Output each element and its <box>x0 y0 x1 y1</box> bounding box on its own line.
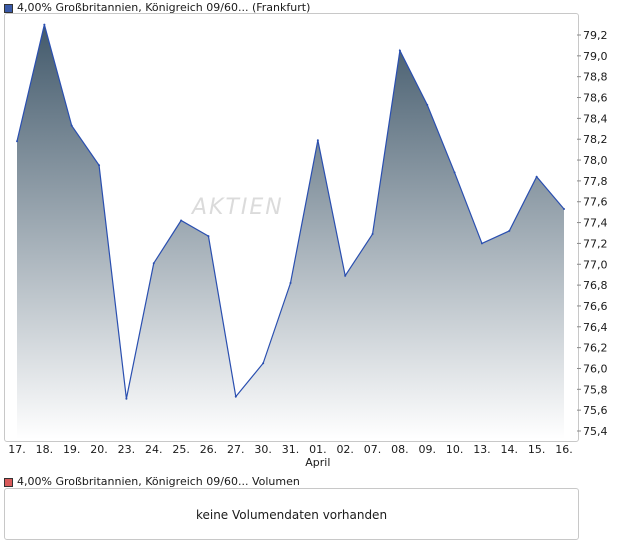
price-point <box>344 274 347 277</box>
x-tick-label: 31. <box>282 443 300 456</box>
y-tick-label: 76,2 <box>583 342 608 355</box>
y-tick-label: 76,8 <box>583 279 608 292</box>
x-tick-label: 07. <box>364 443 382 456</box>
price-point <box>234 395 237 398</box>
price-point <box>371 233 374 236</box>
x-tick-label: 15. <box>528 443 546 456</box>
x-tick-label: 24. <box>145 443 163 456</box>
x-tick-label: 02. <box>336 443 354 456</box>
y-tick-label: 77,8 <box>583 175 608 188</box>
volume-legend-label: 4,00% Großbritannien, Königreich 09/60..… <box>17 475 300 488</box>
x-tick-label: 26. <box>200 443 218 456</box>
x-tick-label: 18. <box>36 443 54 456</box>
x-tick-label: 08. <box>391 443 409 456</box>
price-point <box>98 164 101 167</box>
y-tick-label: 77,6 <box>583 196 608 209</box>
x-tick-label: 20. <box>90 443 108 456</box>
price-chart: AKTIEN 75,4 75,6 75,8 76,0 76,2 76,4 76,6 76,8 7… <box>8 23 608 469</box>
price-legend-swatch <box>4 3 13 13</box>
y-tick-label: 78,4 <box>583 112 608 125</box>
price-point <box>480 242 483 245</box>
price-point <box>70 124 73 127</box>
price-point <box>508 229 511 232</box>
y-tick-label: 75,6 <box>583 404 608 417</box>
volume-legend: 4,00% Großbritannien, Königreich 09/60..… <box>4 475 300 488</box>
x-month-label: April <box>305 456 330 469</box>
price-point <box>152 262 155 265</box>
x-tick-label: 09. <box>419 443 437 456</box>
y-tick-label: 78,8 <box>583 71 608 84</box>
x-tick-label: 13. <box>473 443 491 456</box>
x-tick-label: 27. <box>227 443 245 456</box>
price-point <box>43 23 46 26</box>
price-point <box>125 397 128 400</box>
volume-chart-panel: keine Volumendaten vorhanden <box>4 488 579 540</box>
price-area <box>17 24 564 440</box>
x-tick-label: 14. <box>501 443 519 456</box>
price-legend-label: 4,00% Großbritannien, Königreich 09/60..… <box>17 1 311 14</box>
y-tick-label: 79,2 <box>583 29 608 42</box>
y-tick-label: 78,0 <box>583 154 608 167</box>
price-point <box>180 219 183 222</box>
y-tick-label: 76,4 <box>583 321 608 334</box>
y-tick-label: 76,0 <box>583 362 608 375</box>
y-tick-label: 77,2 <box>583 237 608 250</box>
x-tick-label: 17. <box>8 443 26 456</box>
price-point <box>398 49 401 52</box>
watermark-text: AKTIEN <box>190 195 284 220</box>
y-tick-label: 79,0 <box>583 50 608 63</box>
x-tick-label: 25. <box>172 443 190 456</box>
price-point <box>16 140 18 143</box>
price-point <box>262 362 265 365</box>
price-point <box>535 175 538 178</box>
y-tick-label: 78,6 <box>583 92 608 105</box>
x-tick-label: 10. <box>446 443 464 456</box>
y-tick-label: 75,4 <box>583 425 608 438</box>
price-point <box>289 282 292 285</box>
x-tick-label: 30. <box>254 443 272 456</box>
x-tick-label: 16. <box>555 443 573 456</box>
y-tick-label: 77,0 <box>583 258 608 271</box>
x-tick-label: 23. <box>118 443 136 456</box>
y-tick-label: 78,2 <box>583 133 608 146</box>
volume-legend-swatch <box>4 477 13 487</box>
price-point <box>316 139 319 142</box>
price-point <box>207 235 210 238</box>
y-tick-label: 75,8 <box>583 383 608 396</box>
y-tick-label: 76,6 <box>583 300 608 313</box>
price-legend: 4,00% Großbritannien, Königreich 09/60..… <box>4 1 310 14</box>
x-tick-label: 01. <box>309 443 327 456</box>
volume-empty-message: keine Volumendaten vorhanden <box>195 508 388 522</box>
price-point <box>426 103 429 106</box>
x-tick-label: 19. <box>63 443 81 456</box>
price-point <box>563 208 565 211</box>
price-point <box>453 171 456 174</box>
y-tick-label: 77,4 <box>583 217 608 230</box>
